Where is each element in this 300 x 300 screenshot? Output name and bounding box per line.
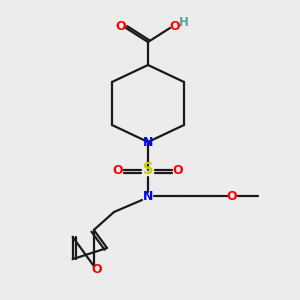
Text: S: S <box>143 163 153 178</box>
Text: N: N <box>143 136 153 148</box>
Text: O: O <box>227 190 237 202</box>
Text: O: O <box>92 262 102 276</box>
Text: O: O <box>170 20 180 32</box>
Text: O: O <box>116 20 126 32</box>
Text: O: O <box>173 164 183 176</box>
Text: H: H <box>179 16 189 28</box>
Text: N: N <box>143 190 153 202</box>
Text: O: O <box>113 164 123 176</box>
